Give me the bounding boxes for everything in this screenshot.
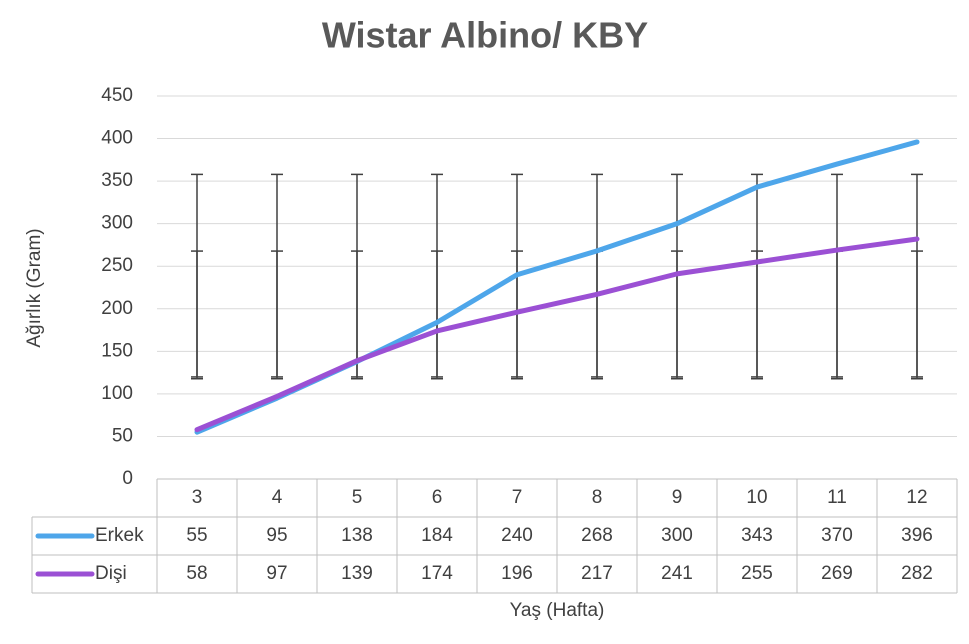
y-tick-label: 100 <box>101 383 133 404</box>
x-axis-label: Yaş (Hafta) <box>510 600 605 621</box>
y-tick-label: 200 <box>101 298 133 319</box>
x-tick-label: 5 <box>352 487 363 508</box>
x-tick-label: 10 <box>746 487 767 508</box>
table-value: 174 <box>421 563 453 584</box>
y-tick-label: 0 <box>122 468 133 489</box>
table-value: 139 <box>341 563 373 584</box>
table-value: 138 <box>341 525 373 546</box>
table-value: 396 <box>901 525 933 546</box>
table-value: 282 <box>901 563 933 584</box>
y-tick-label: 350 <box>101 170 133 191</box>
y-tick-label: 300 <box>101 213 133 234</box>
table-value: 240 <box>501 525 533 546</box>
y-tick-label: 150 <box>101 340 133 361</box>
table-value: 217 <box>581 563 613 584</box>
x-tick-label: 7 <box>512 487 523 508</box>
y-tick-label: 450 <box>101 85 133 106</box>
chart-title: Wistar Albino/ KBY <box>322 15 648 56</box>
table-value: 58 <box>186 563 207 584</box>
x-tick-label: 9 <box>672 487 683 508</box>
table-value: 184 <box>421 525 453 546</box>
legend-label: Erkek <box>95 525 144 546</box>
y-tick-label: 400 <box>101 128 133 149</box>
table-value: 268 <box>581 525 613 546</box>
legend-label: Dişi <box>95 563 127 584</box>
y-tick-label: 250 <box>101 255 133 276</box>
table-value: 55 <box>186 525 207 546</box>
x-tick-label: 11 <box>827 487 847 508</box>
y-tick-label: 50 <box>112 425 133 446</box>
x-tick-label: 3 <box>192 487 203 508</box>
x-tick-label: 12 <box>906 487 927 508</box>
x-tick-label: 8 <box>592 487 603 508</box>
series-line <box>194 236 920 433</box>
table-value: 97 <box>266 563 287 584</box>
table-value: 241 <box>661 563 693 584</box>
series-line <box>194 139 920 435</box>
table-value: 300 <box>661 525 693 546</box>
x-tick-label: 6 <box>432 487 443 508</box>
table-value: 255 <box>741 563 773 584</box>
table-value: 370 <box>821 525 853 546</box>
table-value: 95 <box>266 525 287 546</box>
table-value: 269 <box>821 563 853 584</box>
table-value: 343 <box>741 525 773 546</box>
x-tick-label: 4 <box>272 487 283 508</box>
y-axis-label: Ağırlık (Gram) <box>24 228 45 347</box>
table-value: 196 <box>501 563 533 584</box>
